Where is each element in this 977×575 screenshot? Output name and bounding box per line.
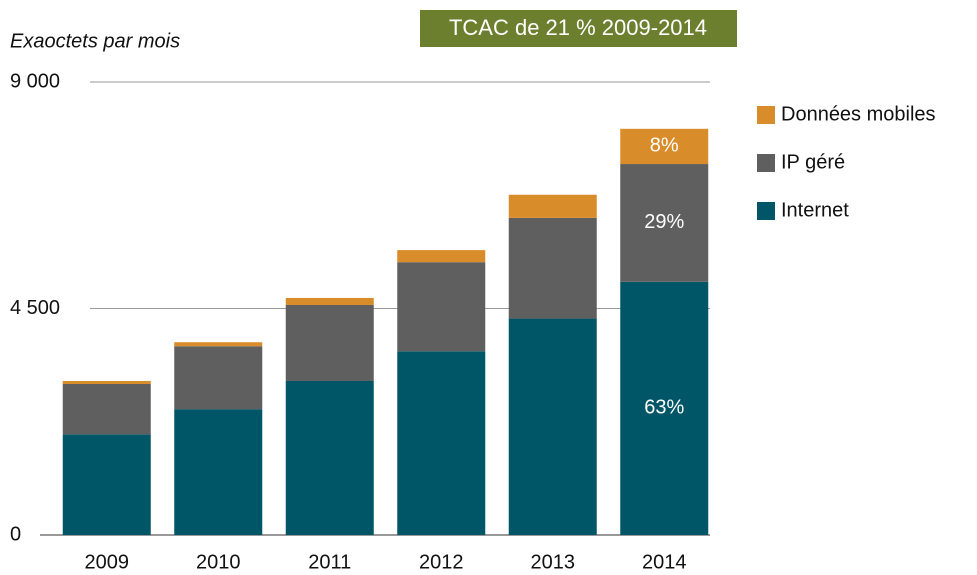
bar-segment (62, 434, 151, 535)
bar-segment (62, 380, 151, 384)
y-tick-label: 0 (10, 523, 21, 545)
bar-segment (508, 318, 597, 535)
bar-segment (285, 380, 374, 535)
bar-segment (620, 281, 709, 535)
x-tick-label: 2014 (642, 551, 687, 573)
legend-label: Données mobiles (781, 103, 936, 125)
bar-segment (397, 351, 486, 535)
share-label: 63% (644, 397, 684, 419)
bar-segment (397, 262, 486, 352)
legend-swatch (757, 154, 775, 172)
bar-segment (285, 297, 374, 305)
bar-segment (620, 164, 709, 282)
x-tick-label: 2011 (308, 551, 351, 573)
x-tick-label: 2009 (85, 551, 130, 573)
y-axis-label: Exaoctets par mois (10, 30, 180, 52)
bar-segment (508, 194, 597, 218)
bar-segment (174, 342, 263, 347)
legend-swatch (757, 202, 775, 220)
bar-segment (174, 409, 263, 535)
bar-segment (508, 217, 597, 319)
bar-segment (397, 250, 486, 263)
y-tick-label: 4 500 (10, 297, 60, 319)
legend-swatch (757, 106, 775, 124)
legend-label: Internet (781, 199, 849, 221)
bar-segment (285, 304, 374, 381)
x-tick-label: 2012 (419, 551, 464, 573)
bar-segment (174, 346, 263, 410)
share-label: 29% (644, 211, 684, 233)
chart-title: TCAC de 21 % 2009-2014 (449, 15, 707, 40)
x-tick-label: 2013 (531, 551, 576, 573)
title-box (420, 10, 737, 47)
x-tick-label: 2010 (196, 551, 241, 573)
share-label: 8% (650, 135, 679, 157)
y-tick-label: 9 000 (10, 70, 60, 92)
bar-segment (620, 128, 709, 165)
legend-label: IP géré (781, 151, 845, 173)
bar-segment (62, 384, 151, 435)
